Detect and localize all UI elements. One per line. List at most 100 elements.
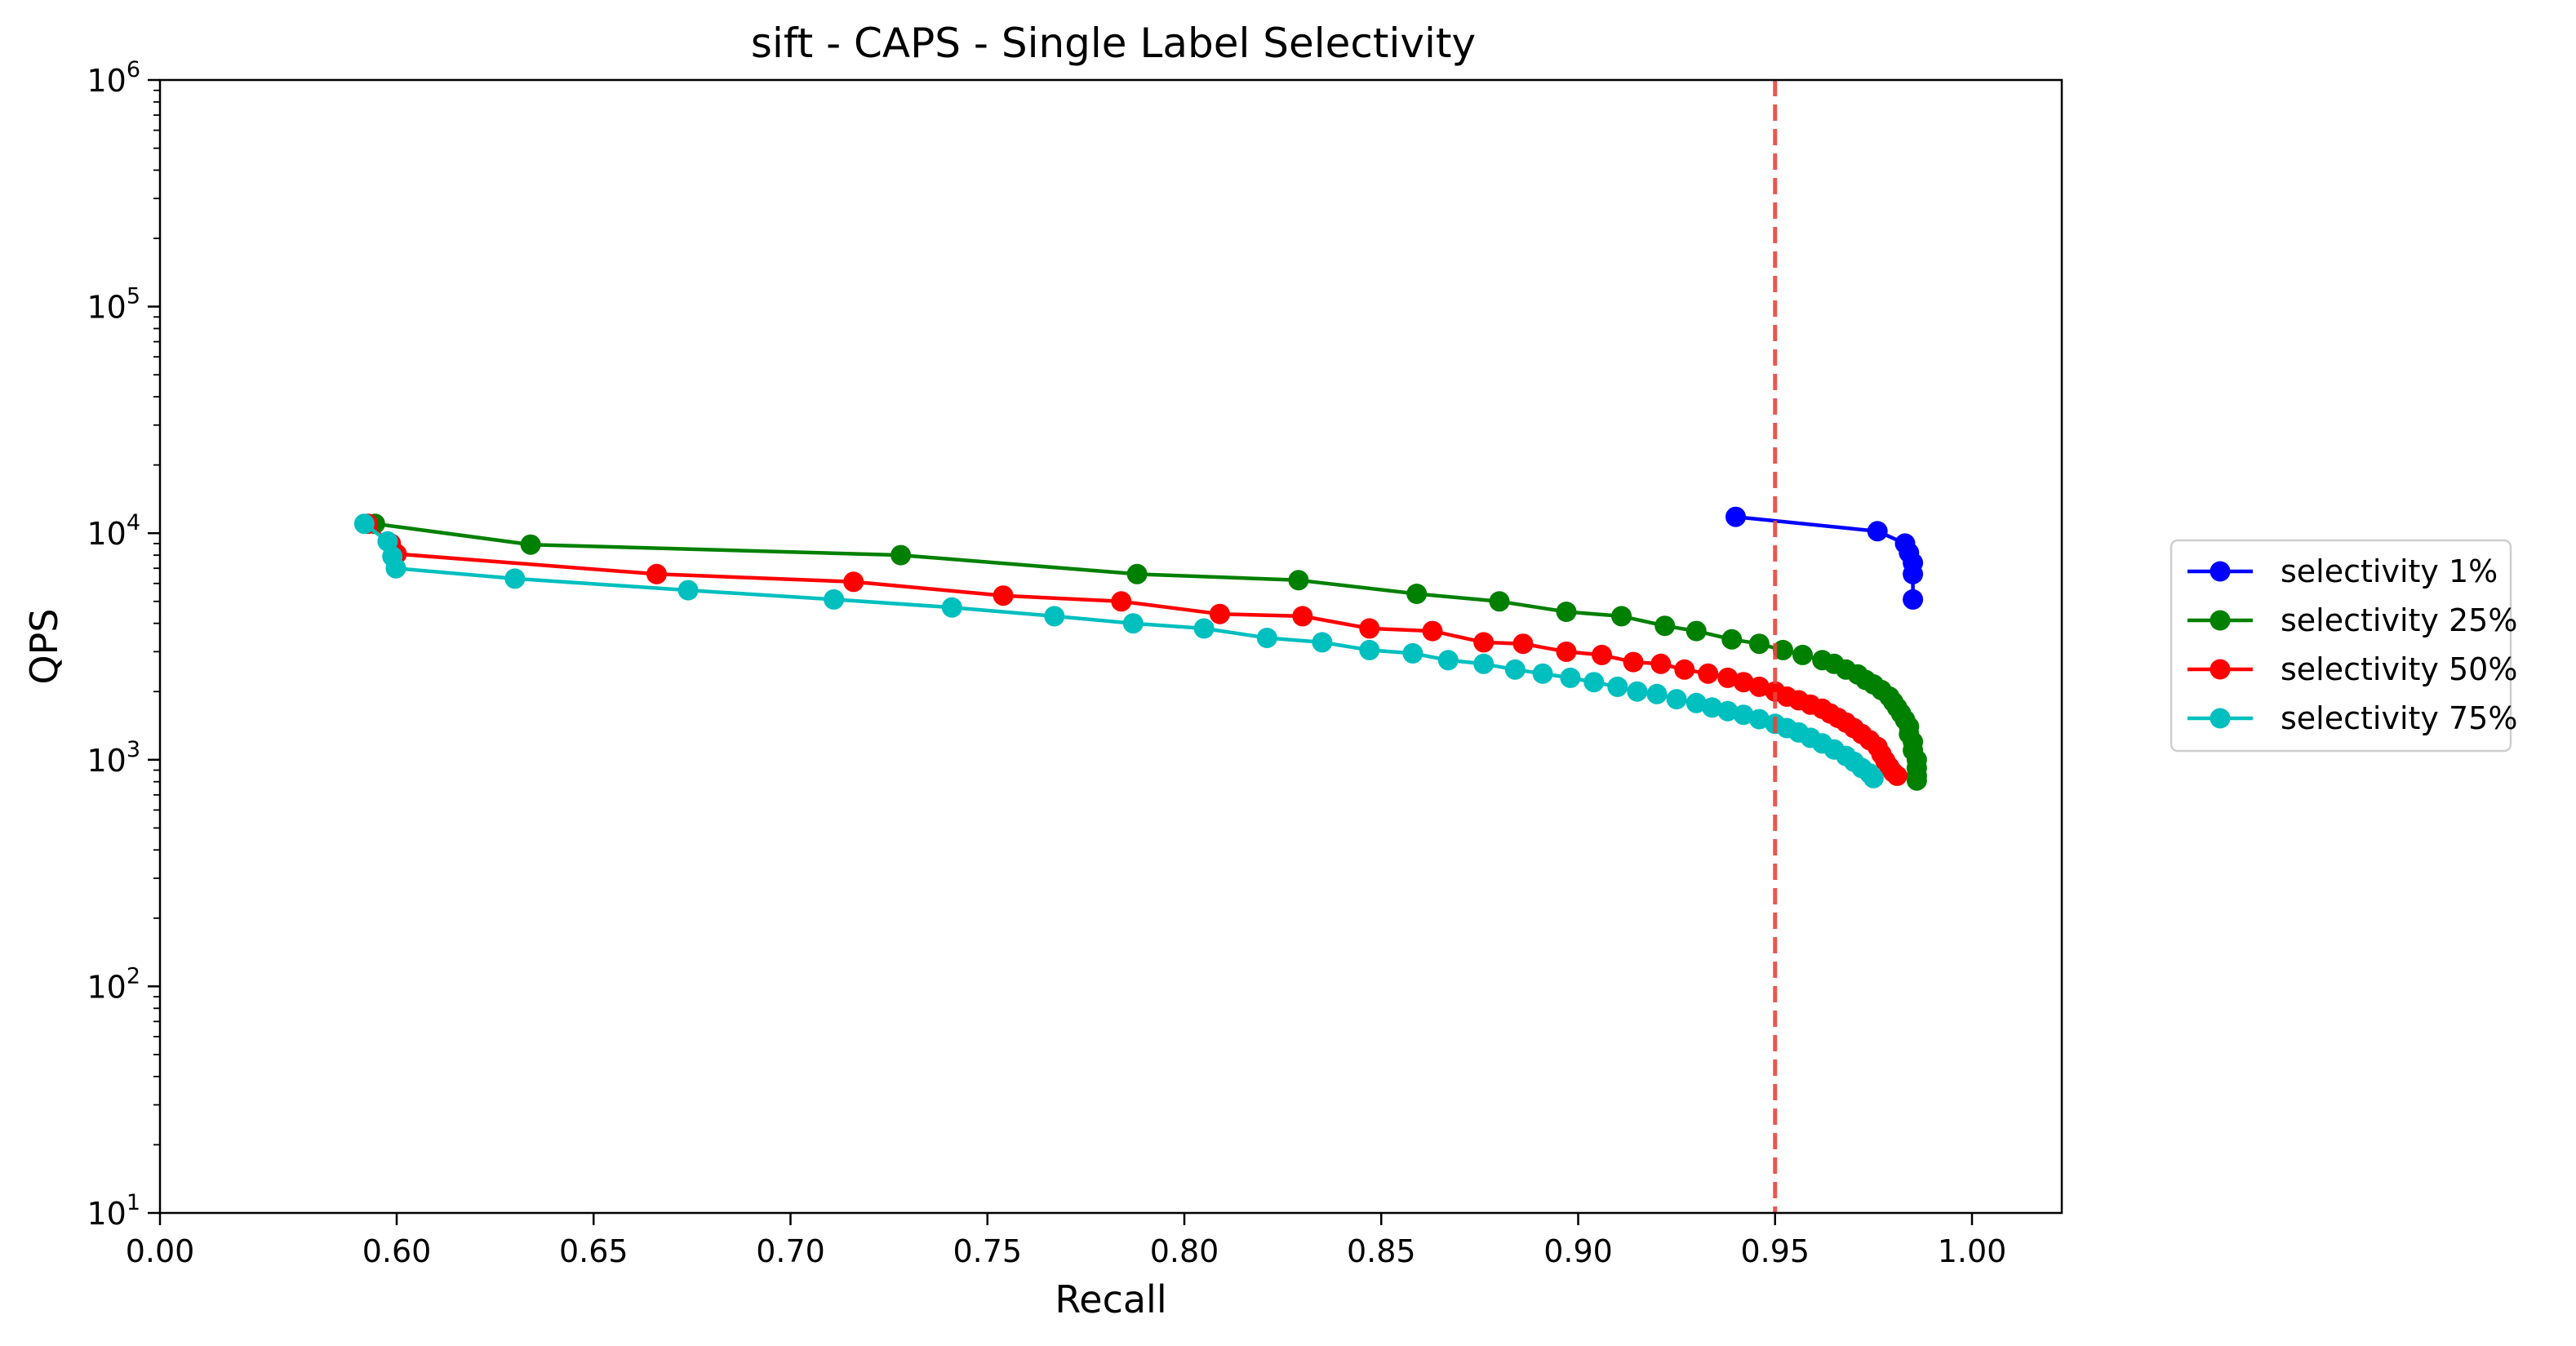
x-tick-label: 0.95 <box>1740 1233 1810 1269</box>
data-point <box>646 563 667 584</box>
data-point <box>1556 641 1577 662</box>
data-point <box>1725 506 1746 527</box>
data-point <box>1359 618 1380 639</box>
series-2 <box>364 513 1927 791</box>
data-point <box>1126 563 1148 584</box>
data-point <box>1686 692 1707 713</box>
data-point <box>1748 633 1770 655</box>
data-point <box>941 597 962 618</box>
legend: selectivity 1% selectivity 25% selectivity… <box>2170 539 2517 753</box>
legend-marker <box>2210 708 2231 729</box>
y-axis-label: QPS <box>22 608 66 684</box>
x-tick-label: 0.80 <box>1150 1233 1219 1269</box>
x-tick-label: 0.85 <box>1347 1233 1416 1269</box>
x-tick-label: 0.65 <box>559 1233 628 1269</box>
data-point <box>1674 659 1695 680</box>
legend-box <box>2170 539 2512 753</box>
series-1 <box>1725 506 1924 610</box>
y-tick-exponent: 4 <box>127 510 140 535</box>
data-point <box>1122 613 1144 634</box>
y-tick-exponent: 5 <box>127 284 140 309</box>
series-layer <box>353 506 1927 791</box>
data-point <box>1721 629 1743 650</box>
y-tick-label: 106 <box>87 57 140 99</box>
data-point <box>1504 659 1526 680</box>
legend-label: selectivity 25% <box>2281 602 2517 638</box>
y-tick-base: 10 <box>87 290 126 326</box>
legend-label: selectivity 50% <box>2281 651 2517 687</box>
data-point <box>1402 642 1423 664</box>
series-4 <box>353 513 1884 788</box>
y-tick-label: 102 <box>87 963 140 1005</box>
data-point <box>890 544 912 566</box>
data-point <box>1532 663 1553 684</box>
data-point <box>1906 770 1927 791</box>
y-tick-base: 10 <box>87 63 126 99</box>
x-tick-label: 0.00 <box>126 1233 195 1269</box>
data-point <box>1044 606 1065 627</box>
data-point <box>1111 591 1132 612</box>
data-point <box>1583 672 1605 693</box>
y-tick-label: 103 <box>87 737 140 779</box>
data-point <box>1748 709 1770 730</box>
data-point <box>1698 663 1719 684</box>
y-tick-base: 10 <box>87 516 126 552</box>
y-tick-base: 10 <box>87 743 126 779</box>
data-point <box>1686 620 1707 642</box>
legend-marker <box>2210 561 2231 582</box>
data-point <box>1292 606 1313 627</box>
data-point <box>677 580 699 601</box>
data-point <box>1867 521 1888 542</box>
data-point <box>843 571 864 593</box>
data-point <box>1903 563 1924 584</box>
data-point <box>1654 615 1676 637</box>
data-point <box>520 534 541 555</box>
y-tick-exponent: 1 <box>127 1190 140 1215</box>
data-point <box>1717 700 1739 722</box>
data-point <box>504 568 526 589</box>
data-point <box>1406 584 1428 604</box>
data-point <box>1288 570 1309 591</box>
data-point <box>1717 667 1739 688</box>
data-point <box>1473 653 1495 674</box>
x-axis: 0.00 0.60 0.65 0.70 0.75 0.80 0.85 0.90 0.95 1.00 <box>126 1213 2007 1269</box>
x-tick-label: 0.90 <box>1543 1233 1613 1269</box>
data-point <box>1607 676 1628 697</box>
x-tick-label: 0.70 <box>756 1233 825 1269</box>
data-point <box>993 585 1014 606</box>
data-point <box>385 558 406 579</box>
legend-marker <box>2210 610 2231 631</box>
data-point <box>1733 672 1754 693</box>
data-point <box>1437 650 1459 671</box>
data-point <box>353 513 375 535</box>
data-point <box>1209 603 1230 624</box>
plot-area <box>160 80 2062 1213</box>
x-tick-label: 0.75 <box>953 1233 1022 1269</box>
x-tick-label: 1.00 <box>1938 1233 2007 1269</box>
data-point <box>1611 606 1632 627</box>
data-point <box>1560 667 1581 688</box>
data-point <box>1256 628 1277 648</box>
legend-marker <box>2210 659 2231 680</box>
y-tick-label: 105 <box>87 284 140 326</box>
data-point <box>1748 676 1770 697</box>
data-point <box>1359 639 1380 660</box>
legend-label: selectivity 1% <box>2281 553 2498 589</box>
y-tick-base: 10 <box>87 969 126 1005</box>
data-point <box>1627 681 1648 702</box>
data-point <box>1863 767 1884 788</box>
legend-label: selectivity 75% <box>2281 700 2517 736</box>
y-tick-exponent: 3 <box>127 737 140 762</box>
data-point <box>1556 602 1577 622</box>
y-tick-label: 101 <box>87 1190 140 1232</box>
data-point <box>1623 651 1644 673</box>
plot-frame <box>158 78 2063 1215</box>
chart-title: sift - CAPS - Single Label Selectivity <box>751 20 1476 67</box>
y-tick-label: 104 <box>87 510 140 552</box>
data-point <box>1473 632 1495 653</box>
data-point <box>1650 653 1672 674</box>
data-point <box>1792 644 1813 665</box>
x-axis-label: Recall <box>1055 1277 1166 1322</box>
